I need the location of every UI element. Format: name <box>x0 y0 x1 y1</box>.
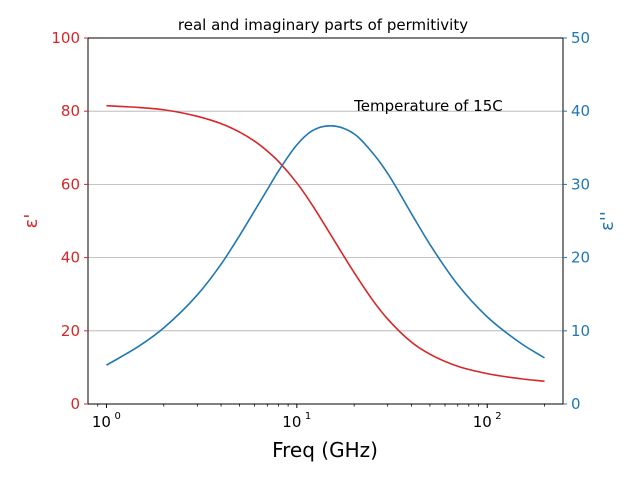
x-tick-label: 10 <box>473 413 492 431</box>
y-axis-left-label: ε' <box>21 214 42 229</box>
x-axis: 10 0 10 1 10 2 <box>92 404 545 431</box>
x-tick-exponent: 2 <box>495 411 501 422</box>
y-axis-right: 0 10 20 30 40 50 <box>563 29 590 413</box>
y-axis-right-label: ε'' <box>597 211 618 231</box>
y-left-tick-label: 100 <box>51 29 80 47</box>
series-line-imaginary <box>106 125 545 366</box>
x-tick-exponent: 1 <box>305 411 311 422</box>
x-tick-label: 10 <box>92 413 111 431</box>
annotation-text: Temperature of 15C <box>353 97 503 115</box>
y-right-tick-label: 20 <box>571 249 590 267</box>
x-tick-exponent: 0 <box>114 411 120 422</box>
grid <box>88 110 563 332</box>
y-right-tick-label: 30 <box>571 175 590 193</box>
y-left-tick-label: 0 <box>70 395 80 413</box>
y-right-tick-label: 40 <box>571 102 590 120</box>
chart-title: real and imaginary parts of permitivity <box>178 16 468 34</box>
series-line-real <box>106 104 545 383</box>
y-left-tick-label: 40 <box>61 249 80 267</box>
y-left-tick-label: 20 <box>61 322 80 340</box>
y-axis-left: 0 20 40 60 80 100 <box>51 29 88 413</box>
y-left-tick-label: 80 <box>61 102 80 120</box>
series-layer <box>106 104 545 383</box>
y-right-tick-label: 50 <box>571 29 590 47</box>
y-right-tick-label: 10 <box>571 322 590 340</box>
plot-frame <box>87 37 564 405</box>
x-axis-label: Freq (GHz) <box>272 438 378 462</box>
x-tick-label: 10 <box>282 413 301 431</box>
y-right-tick-label: 0 <box>571 395 581 413</box>
y-left-tick-label: 60 <box>61 175 80 193</box>
